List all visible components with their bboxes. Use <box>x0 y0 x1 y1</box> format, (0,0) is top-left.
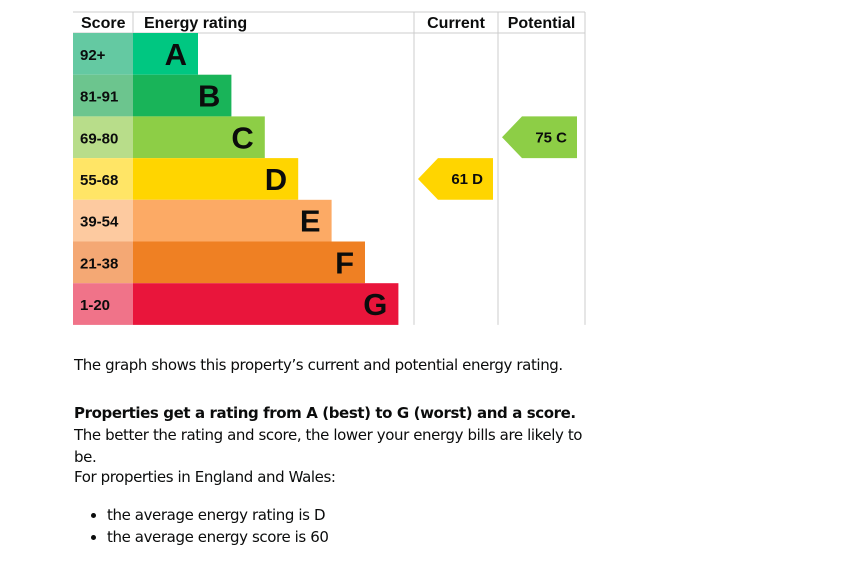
rating-letter-B: B <box>198 79 220 114</box>
region-text: For properties in England and Wales: <box>74 468 336 486</box>
score-range-B: 81-91 <box>80 89 118 106</box>
potential-rating-label: 75 C <box>535 129 567 146</box>
rating-bar-G <box>133 283 399 325</box>
score-cell-E <box>73 199 133 242</box>
score-cell-C <box>73 116 133 159</box>
score-cell-D <box>73 158 133 200</box>
score-range-F: 21-38 <box>80 255 118 272</box>
score-range-G: 1-20 <box>80 297 110 314</box>
rating-letter-D: D <box>265 162 287 197</box>
header-current: Current <box>427 15 485 32</box>
score-range-A: 92+ <box>80 47 106 64</box>
rating-letter-G: G <box>363 287 387 322</box>
rating-explanation: Properties get a rating from A (best) to… <box>74 402 594 468</box>
average-rating: the average energy rating is D <box>107 504 329 526</box>
rating-letter-E: E <box>300 204 321 239</box>
energy-rating-chart: Score Energy rating Current Potential 92+ A 81… <box>73 11 586 325</box>
rating-explanation-bold: Properties get a rating from A (best) to… <box>74 404 576 422</box>
rating-bar-D <box>133 158 299 200</box>
rating-letter-C: C <box>231 120 253 155</box>
average-score: the average energy score is 60 <box>107 526 329 548</box>
rating-bar-A <box>133 33 198 75</box>
score-range-E: 39-54 <box>80 214 119 231</box>
score-range-C: 69-80 <box>80 130 118 147</box>
averages-list: the average energy rating is D the avera… <box>74 504 329 548</box>
score-range-D: 55-68 <box>80 172 118 189</box>
rating-bar-E <box>133 199 332 242</box>
score-cell-B <box>73 74 133 117</box>
rating-letter-A: A <box>165 37 187 72</box>
rating-letter-F: F <box>335 245 354 280</box>
header-score: Score <box>81 15 126 32</box>
rating-bar-B <box>133 74 232 117</box>
header-energy-rating: Energy rating <box>144 15 247 32</box>
rating-bar-F <box>133 241 365 284</box>
potential-rating-arrow <box>502 116 577 159</box>
header-potential: Potential <box>508 15 576 32</box>
rating-explanation-rest: The better the rating and score, the low… <box>74 426 583 466</box>
score-cell-A <box>73 33 133 75</box>
rating-bar-C <box>133 116 265 159</box>
score-cell-F <box>73 241 133 284</box>
current-rating-arrow <box>418 158 493 200</box>
intro-text: The graph shows this property’s current … <box>74 356 563 374</box>
score-cell-G <box>73 283 133 325</box>
current-rating-label: 61 D <box>451 171 483 188</box>
